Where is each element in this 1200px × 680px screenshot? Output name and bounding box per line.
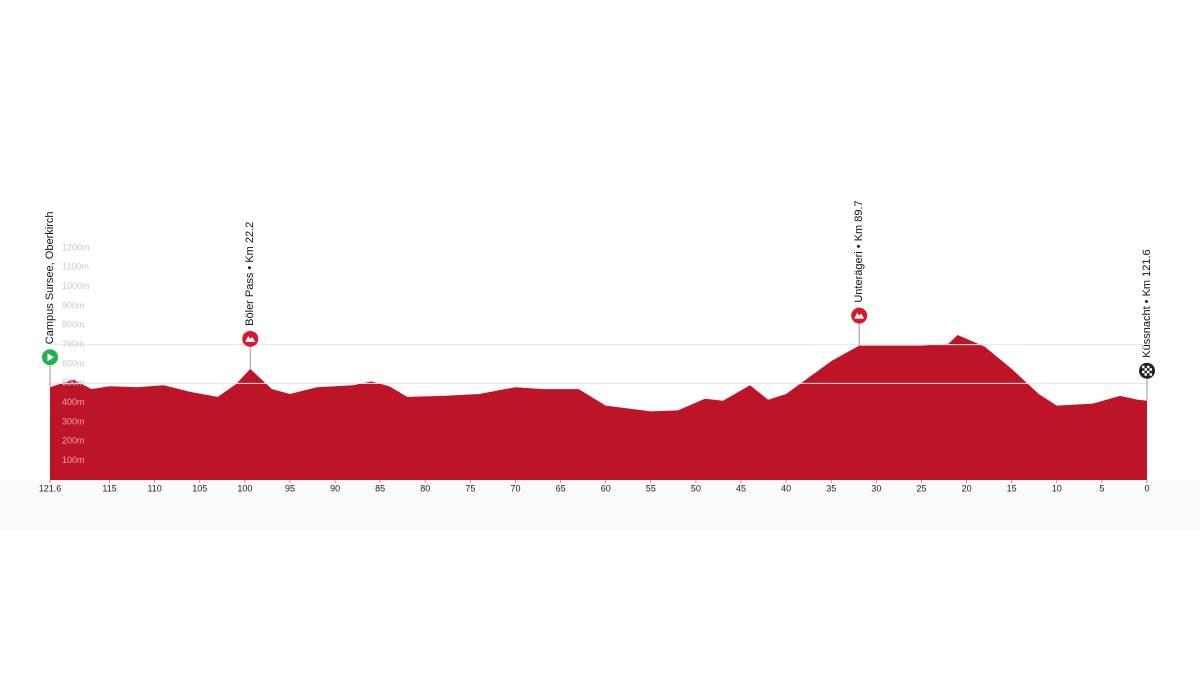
x-tick-label: 65 (556, 483, 566, 493)
x-tick-label: 121.6 (39, 483, 62, 493)
y-tick-label: 1000m (62, 281, 90, 291)
x-tick-label: 25 (916, 483, 926, 493)
x-tick-label: 60 (601, 483, 611, 493)
marker-label: Böler Pass • Km 22.2 (244, 222, 256, 326)
finish-check (1144, 373, 1147, 376)
finish-check (1144, 368, 1147, 371)
y-tick-label: 1100m (62, 262, 89, 272)
x-tick-label: 70 (510, 483, 520, 493)
y-tick-label: 800m (62, 320, 85, 330)
x-tick-label: 55 (646, 483, 656, 493)
x-tick-label: 20 (962, 483, 972, 493)
y-tick-label: 500m (62, 378, 85, 388)
x-tick-label: 10 (1052, 483, 1062, 493)
finish-check (1149, 368, 1152, 371)
x-tick-label: 75 (465, 483, 475, 493)
climb-icon (245, 335, 256, 342)
y-tick-label: 100m (62, 455, 85, 465)
marker-label: Campus Sursee, Oberkirch (44, 212, 56, 345)
x-tick-label: 40 (781, 483, 791, 493)
x-tick-label: 100 (237, 483, 252, 493)
climb-icon (854, 312, 865, 319)
start-icon (47, 353, 54, 362)
x-tick-label: 5 (1099, 483, 1104, 493)
x-tick-label: 35 (826, 483, 836, 493)
y-tick-label: 300m (62, 416, 85, 426)
marker-label: Unterägeri • Km 89.7 (853, 200, 865, 302)
finish-check (1142, 365, 1145, 369)
y-tick-label: 700m (62, 339, 85, 349)
finish-check (1147, 370, 1150, 374)
background-band (0, 480, 1200, 530)
marker-label: Küssnacht • Km 121.6 (1141, 249, 1153, 357)
finish-check (1142, 370, 1145, 374)
x-tick-label: 80 (420, 483, 430, 493)
x-tick-label: 95 (285, 483, 295, 493)
x-tick-label: 115 (102, 483, 116, 493)
x-tick-label: 110 (147, 483, 161, 493)
finish-check (1149, 373, 1152, 376)
y-tick-label: 900m (62, 300, 85, 310)
x-tick-label: 105 (192, 483, 207, 493)
y-tick-label: 200m (62, 436, 85, 446)
x-tick-label: 45 (736, 483, 746, 493)
elevation-area (50, 335, 1147, 480)
x-tick-label: 90 (330, 483, 340, 493)
y-tick-label: 400m (62, 397, 85, 407)
x-tick-label: 85 (375, 483, 385, 493)
x-tick-label: 30 (871, 483, 881, 493)
x-tick-label: 0 (1144, 483, 1149, 493)
finish-check (1147, 365, 1150, 369)
x-tick-label: 15 (1007, 483, 1017, 493)
y-tick-label: 1200m (62, 242, 90, 252)
y-tick-label: 600m (62, 358, 85, 368)
x-tick-label: 50 (691, 483, 701, 493)
